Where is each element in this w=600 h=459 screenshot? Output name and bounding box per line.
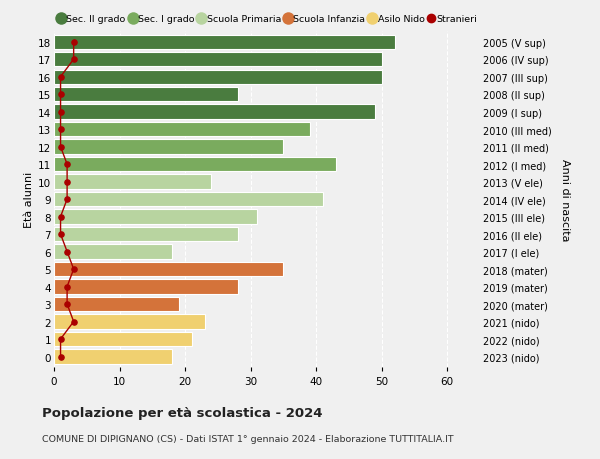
Bar [54,297,179,312]
Point [56,231,65,238]
Bar [54,157,336,172]
Point [56,353,65,360]
Point [69,56,79,64]
Bar [54,35,395,50]
Bar [54,175,211,190]
Point [62,179,72,186]
Bar [54,105,375,119]
Bar [54,210,257,224]
Bar [54,140,283,155]
Point [56,126,65,134]
Bar [54,53,382,67]
Point [56,336,65,343]
Text: Popolazione per età scolastica - 2024: Popolazione per età scolastica - 2024 [42,406,323,419]
Text: COMUNE DI DIPIGNANO (CS) - Dati ISTAT 1° gennaio 2024 - Elaborazione TUTTITALIA.: COMUNE DI DIPIGNANO (CS) - Dati ISTAT 1°… [42,434,454,443]
Point [62,283,72,291]
Bar [54,88,238,102]
Bar [54,262,283,277]
Point [69,318,79,325]
Bar [54,227,238,242]
Bar [54,70,382,84]
Point [62,161,72,168]
Point [62,301,72,308]
Point [56,74,65,81]
Bar [54,192,323,207]
Bar [54,245,172,259]
Point [62,196,72,203]
Bar [54,350,172,364]
Point [69,266,79,273]
Bar [54,332,191,347]
Point [69,39,79,46]
Point [56,109,65,116]
Point [56,144,65,151]
Y-axis label: Età alunni: Età alunni [24,172,34,228]
Point [56,91,65,99]
Bar [54,315,205,329]
Bar [54,123,310,137]
Bar [54,280,238,294]
Legend: Sec. II grado, Sec. I grado, Scuola Primaria, Scuola Infanzia, Asilo Nido, Stran: Sec. II grado, Sec. I grado, Scuola Prim… [59,15,478,24]
Point [62,248,72,256]
Y-axis label: Anni di nascita: Anni di nascita [560,158,570,241]
Point [56,213,65,221]
